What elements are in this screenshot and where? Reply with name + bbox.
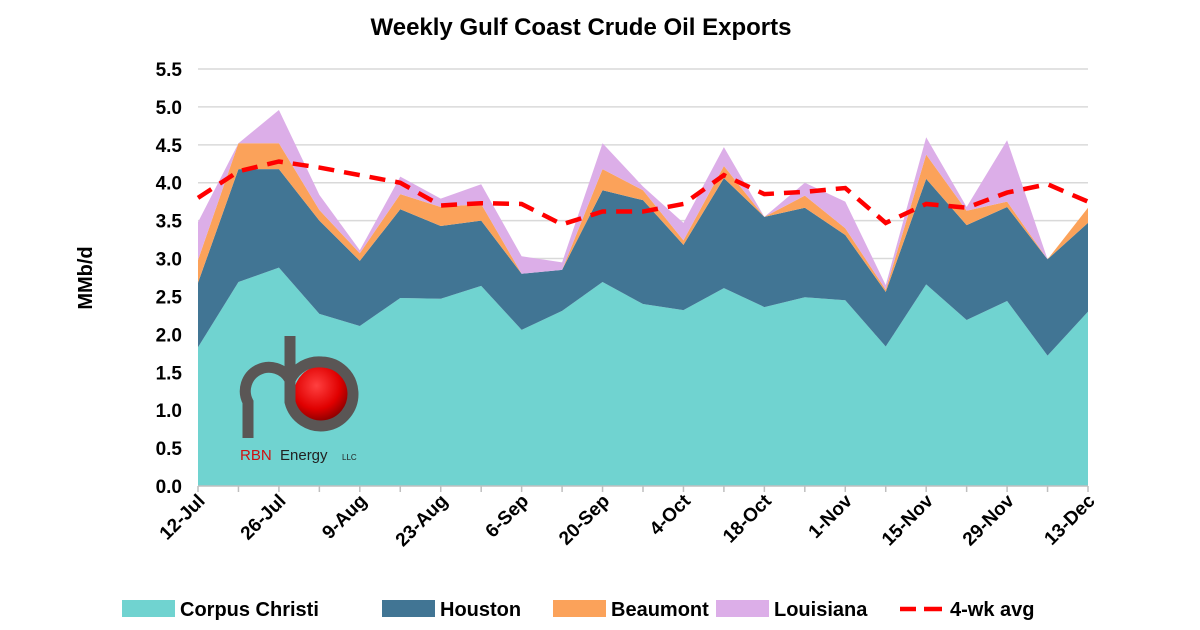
- x-tick-label: 29-Nov: [959, 490, 1019, 550]
- x-tick-label: 4-Oct: [646, 490, 696, 540]
- logo-pipe-icon: [239, 336, 359, 438]
- logo-text-energy: Energy: [280, 447, 328, 464]
- y-tick-label: 5.0: [156, 98, 182, 119]
- x-tick-label: 1-Nov: [805, 490, 857, 542]
- y-tick-label: 5.5: [156, 60, 183, 81]
- area-houston: [198, 169, 1088, 356]
- x-tick-label: 20-Sep: [555, 491, 614, 550]
- y-tick-label: 3.0: [156, 250, 182, 271]
- area-louisiana: [198, 109, 1088, 290]
- legend-label: Louisiana: [774, 599, 868, 621]
- y-tick-label: 4.0: [156, 174, 182, 195]
- x-tick-label: 9-Aug: [318, 491, 371, 544]
- x-tick-label: 13-Dec: [1041, 490, 1100, 549]
- x-tick-label: 12-Jul: [156, 491, 210, 545]
- logo-text-rbn: RBN: [240, 447, 272, 464]
- x-tick-label: 18-Oct: [719, 490, 776, 547]
- legend-swatch: [382, 600, 435, 617]
- chart-title: Weekly Gulf Coast Crude Oil Exports: [371, 14, 792, 41]
- legend-label: 4-wk avg: [950, 599, 1034, 621]
- area-beaumont: [198, 143, 1088, 292]
- rbn-logo: RBN Energy LLC: [239, 336, 359, 464]
- y-tick-label: 0.0: [156, 477, 182, 498]
- y-tick-label: 3.5: [156, 212, 183, 233]
- legend-label: Beaumont: [611, 599, 709, 621]
- y-tick-label: 1.0: [156, 401, 182, 422]
- y-tick-label: 4.5: [156, 136, 183, 157]
- legend-label: Corpus Christi: [180, 599, 319, 621]
- x-tick-label: 6-Sep: [482, 491, 533, 542]
- legend: Corpus Christi Houston Beaumont Louisiana 4-…: [122, 599, 1034, 621]
- logo-text-llc: LLC: [342, 453, 357, 462]
- legend-label: Houston: [440, 599, 521, 621]
- legend-swatch: [122, 600, 175, 617]
- x-tick-label: 23-Aug: [392, 491, 452, 551]
- line-4wk-avg: [196, 159, 1089, 227]
- x-tick-label: 26-Jul: [237, 491, 291, 545]
- x-tick-label: 15-Nov: [878, 490, 938, 550]
- areas: [198, 109, 1088, 486]
- area-corpus-christi: [198, 267, 1088, 486]
- legend-swatch: [716, 600, 769, 617]
- y-tick-label: 2.0: [156, 325, 182, 346]
- y-tick-label: 0.5: [156, 439, 183, 460]
- y-tick-label: 1.5: [156, 363, 183, 384]
- logo-ball-icon: [294, 366, 350, 422]
- y-axis-label: MMb/d: [75, 246, 97, 309]
- legend-swatch: [553, 600, 606, 617]
- y-tick-label: 2.5: [156, 287, 183, 308]
- avg-line: [196, 159, 1089, 227]
